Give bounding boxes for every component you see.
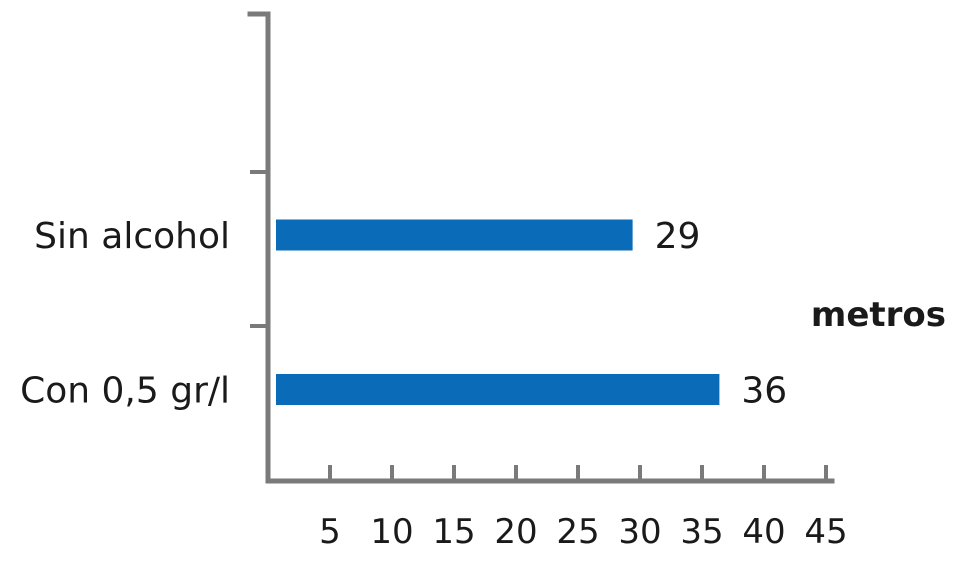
category-label: Sin alcohol bbox=[34, 216, 230, 257]
bar bbox=[276, 374, 720, 405]
x-tick-label: 45 bbox=[804, 512, 847, 552]
x-tick-label: 30 bbox=[618, 512, 661, 552]
axes bbox=[247, 11, 835, 484]
x-tick-label: 20 bbox=[494, 512, 537, 552]
axis-lines bbox=[247, 11, 835, 484]
x-tick-label: 15 bbox=[432, 512, 475, 552]
x-tick-label: 10 bbox=[370, 512, 413, 552]
data-label: 29 bbox=[655, 216, 701, 257]
x-axis-unit-label: metros bbox=[811, 295, 946, 335]
x-tick-label: 5 bbox=[319, 512, 341, 552]
x-tick-label: 40 bbox=[742, 512, 785, 552]
category-label: Con 0,5 gr/l bbox=[20, 371, 230, 412]
data-label: 36 bbox=[741, 371, 787, 412]
bars bbox=[276, 219, 720, 405]
bar bbox=[276, 219, 633, 251]
labels: 5 10 15 20 25 30 35 40 45 Sin alcohol 29 Con 0,5 gr… bbox=[20, 216, 848, 552]
x-tick-label: 35 bbox=[680, 512, 723, 552]
x-tick-label: 25 bbox=[556, 512, 599, 552]
